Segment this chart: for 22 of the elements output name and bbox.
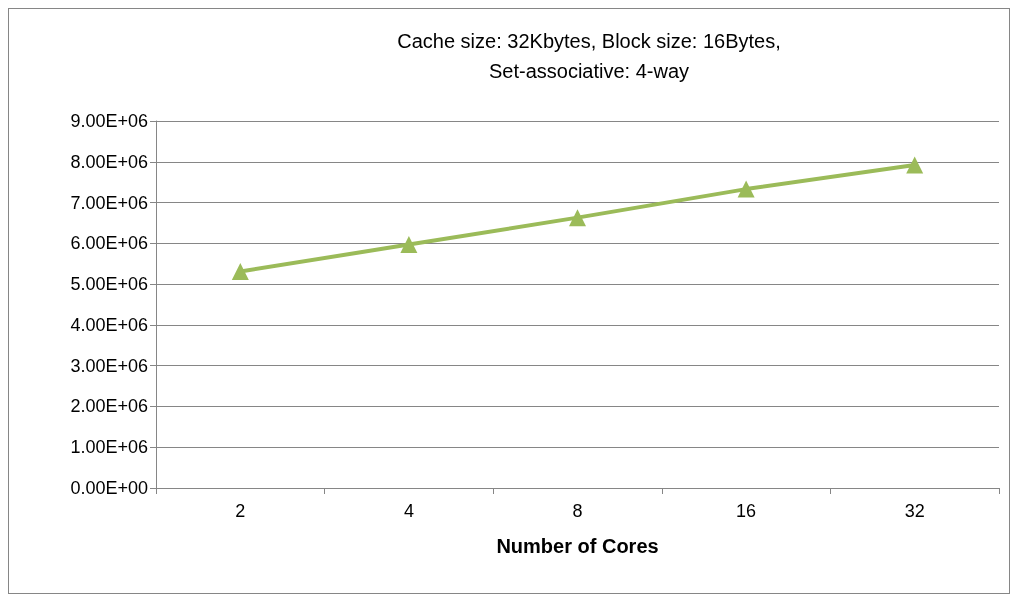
y-tick-label: 0.00E+00 — [70, 478, 148, 498]
x-tick-label: 4 — [403, 501, 414, 521]
y-tick-label: 8.00E+06 — [70, 151, 148, 172]
y-tick-label: 9.00E+06 — [70, 111, 148, 131]
x-tick-label: 16 — [736, 501, 757, 521]
point — [906, 156, 924, 174]
y-tick-label: 7.00E+06 — [70, 192, 148, 213]
chart-title: Cache size: 32Kbytes, Block size: 16Bytes, Set-associative: 4-way — [397, 30, 781, 82]
x-tick-label: 8 — [572, 501, 583, 521]
x-tick-label: 32 — [904, 501, 925, 521]
point — [569, 209, 586, 227]
x-axis-title: Number of Cores — [496, 535, 659, 557]
x-tick-label: 2 — [235, 501, 246, 521]
y-tick-label: 3.00E+06 — [70, 355, 148, 376]
point — [231, 262, 249, 280]
point — [737, 180, 755, 198]
y-tick-label: 5.00E+06 — [70, 274, 148, 295]
y-tick-label: 6.00E+06 — [70, 233, 148, 254]
y-tick-label: 2.00E+06 — [70, 396, 148, 417]
point — [400, 236, 418, 254]
y-tick-label: 4.00E+06 — [70, 314, 148, 335]
y-tick-label: 1.00E+06 — [70, 437, 148, 458]
